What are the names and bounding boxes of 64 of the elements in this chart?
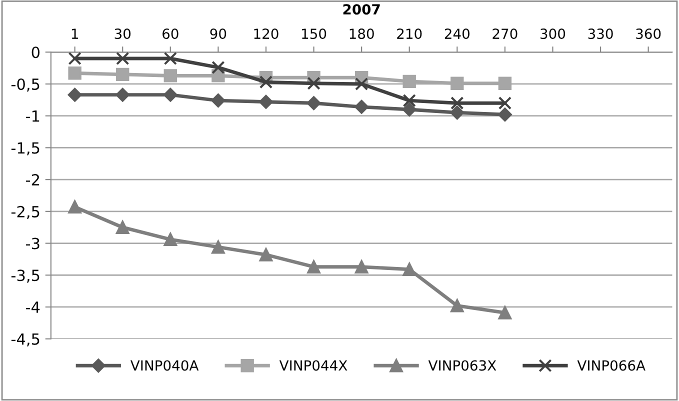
point: [163, 88, 178, 102]
point: [307, 260, 320, 274]
legend-label: VINP044X: [279, 360, 348, 371]
point: [68, 200, 82, 214]
legend-label: VINP040A: [130, 360, 199, 371]
x-tick-label: 270: [492, 28, 518, 40]
y-tick-label: -2: [26, 174, 39, 186]
x-tick-label: 90: [210, 28, 226, 40]
point: [116, 88, 130, 102]
point: [259, 94, 273, 109]
point: [116, 220, 130, 234]
point: [498, 76, 512, 90]
point: [116, 68, 130, 82]
x-tick-label: 330: [588, 28, 613, 40]
point: [498, 96, 512, 110]
x-tick-label: 150: [302, 28, 326, 40]
point: [68, 66, 82, 80]
point: [498, 306, 512, 320]
y-tick-label: -4,5: [11, 334, 40, 346]
point: [498, 108, 512, 122]
y-tick-label: -1: [26, 110, 40, 122]
legend-label: VINP063X: [428, 360, 496, 371]
y-tick-label: -0,5: [11, 78, 40, 92]
point: [307, 76, 320, 90]
point: [354, 77, 368, 91]
point: [450, 106, 464, 120]
x-tick-label: 360: [636, 28, 661, 40]
y-tick-label: 0: [32, 46, 40, 58]
point: [164, 232, 178, 246]
x-tick-label: 30: [114, 28, 131, 40]
point: [68, 88, 82, 102]
y-tick-label: -4: [26, 302, 40, 313]
point: [450, 76, 464, 90]
point: [450, 299, 464, 312]
point: [116, 52, 130, 66]
chart-title: 2007: [343, 4, 380, 15]
point: [402, 102, 416, 116]
point: [402, 74, 416, 88]
y-tick-label: -2,5: [11, 206, 40, 219]
x-tick-label: 300: [540, 28, 566, 40]
y-tick-label: -3,5: [11, 270, 40, 283]
point: [354, 100, 369, 114]
point: [450, 96, 464, 110]
x-tick-label: 240: [444, 28, 470, 40]
x-tick-label: 60: [162, 28, 178, 40]
point: [402, 262, 416, 276]
point: [164, 69, 178, 82]
x-tick-label: 210: [397, 28, 422, 40]
y-tick-label: -1,5: [11, 142, 40, 156]
x-tick-label: 180: [350, 28, 374, 40]
point: [402, 94, 416, 108]
point: [306, 96, 321, 110]
legend-label: VINP066A: [577, 360, 646, 371]
point: [212, 240, 225, 254]
y-tick-label: -3: [26, 238, 40, 250]
point: [212, 60, 225, 74]
point: [259, 75, 273, 89]
point: [259, 248, 273, 262]
point: [354, 260, 368, 274]
point: [211, 94, 226, 108]
point: [164, 52, 178, 66]
x-tick-label: 120: [254, 28, 278, 40]
point: [68, 52, 82, 66]
x-tick-label: 1: [72, 28, 78, 39]
